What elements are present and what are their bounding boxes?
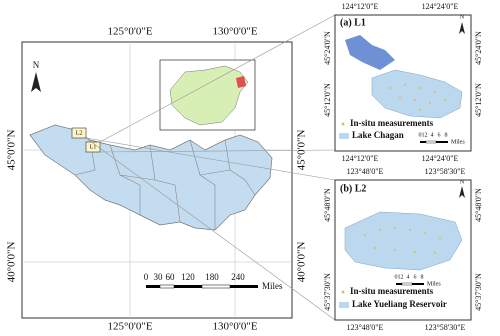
lat-label: 45°37'30"N	[474, 273, 483, 311]
legend-swatch	[339, 302, 349, 308]
scale-tick: 0	[419, 132, 422, 138]
measurement-points	[388, 83, 447, 112]
scale-tick: 60	[166, 272, 176, 282]
boundaries	[74, 139, 256, 230]
scale-tick: 2	[401, 274, 404, 280]
north-label: N	[460, 179, 465, 185]
scale-tick: 2	[425, 132, 428, 138]
scale-tick: 30	[154, 272, 164, 282]
scale-tick: 0	[144, 272, 149, 282]
scale-tick: 240	[231, 272, 245, 282]
lon-label: 125°0'0"E	[107, 26, 152, 38]
north-label: N	[33, 60, 40, 70]
scale-bar	[146, 284, 258, 289]
lat-label: 45°0'0"N	[6, 130, 18, 171]
lake-chagan	[371, 69, 463, 119]
legend-label: Lake Yueliang Reservoir	[352, 299, 447, 309]
scale-tick: 180	[205, 272, 219, 282]
scale-tick: 4	[431, 132, 434, 138]
lat-label: 40°0'0"N	[296, 242, 308, 283]
lat-label: 45°24'0"N	[474, 31, 483, 65]
legend-marker	[341, 290, 345, 294]
scale-tick: 1	[422, 132, 425, 138]
site-box	[71, 127, 87, 139]
lon-label: 123°48'0"E	[347, 323, 384, 332]
scale-tick: 4	[407, 274, 410, 280]
north-arrow	[459, 186, 465, 198]
north-arrow	[31, 72, 41, 92]
panel-title: (b) L2	[340, 183, 366, 194]
lat-label: 45°48'0"N	[323, 188, 332, 222]
lat-label: 45°0'0"N	[296, 130, 308, 171]
connector	[85, 137, 336, 321]
lat-label: 45°12'0"N	[323, 83, 332, 117]
lon-label: 124°12'0"E	[342, 154, 379, 163]
lat-label: 40°0'0"N	[6, 242, 18, 283]
scale-tick: 6	[438, 132, 441, 138]
lon-label: 123°58'30"E	[425, 323, 466, 332]
lat-label: 45°12'0"N	[474, 83, 483, 117]
lon-label: 124°24'0"E	[422, 2, 459, 11]
scale-tick: 6	[414, 274, 417, 280]
panel-title: (a) L1	[340, 17, 366, 28]
scale-tick: 8	[445, 132, 448, 138]
scale-unit: Miles	[262, 281, 283, 291]
north-label: N	[460, 14, 465, 20]
lake-fragments	[345, 35, 395, 70]
lat-label: 45°24'0"N	[323, 31, 332, 65]
scale-tick: 8	[421, 274, 424, 280]
scale-bar	[396, 282, 424, 286]
scale-tick: 1	[398, 274, 401, 280]
lat-label: 45°37'30"N	[323, 273, 332, 311]
lon-label: 123°58'30"E	[425, 167, 466, 176]
lon-label: 124°24'0"E	[422, 154, 459, 163]
legend-swatch	[339, 133, 349, 139]
lon-label: 125°0'0"E	[107, 321, 152, 333]
lat-label: 45°48'0"N	[474, 188, 483, 222]
legend-label: In-situ measurements	[350, 286, 434, 296]
connector	[99, 149, 336, 153]
legend-label: Lake Chagan	[352, 130, 404, 140]
legend-label: In-situ measurements	[350, 118, 434, 128]
scale-tick: 0	[395, 274, 398, 280]
lon-label: 130°0'0"E	[212, 321, 257, 333]
connector	[99, 14, 336, 143]
legend-marker	[341, 122, 345, 126]
study-area	[236, 76, 246, 88]
connector	[85, 137, 336, 181]
site-label: L2	[76, 130, 83, 136]
scale-unit: Miles	[427, 281, 441, 287]
site-box	[85, 141, 101, 153]
china-outline	[169, 65, 249, 126]
lake-yueliang	[344, 211, 463, 271]
measurement-points	[363, 226, 442, 255]
lon-label: 123°48'0"E	[347, 167, 384, 176]
scale-unit: Miles	[451, 139, 465, 145]
lon-label: 130°0'0"E	[212, 26, 257, 38]
scale-tick: 120	[181, 272, 195, 282]
north-arrow	[459, 22, 465, 34]
scale-bar	[420, 140, 448, 144]
lon-label: 124°12'0"E	[342, 2, 379, 11]
site-label: L1	[90, 144, 97, 150]
